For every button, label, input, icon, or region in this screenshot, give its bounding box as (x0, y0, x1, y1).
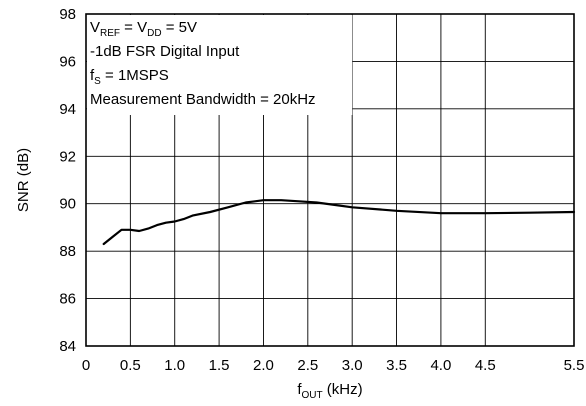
annotation-background (87, 15, 353, 115)
y-tick-label-3: 90 (59, 196, 76, 213)
annotation-part: -1dB FSR Digital Input (90, 43, 240, 60)
x-tick-label-6: 3.0 (342, 357, 363, 374)
x-tick-label-5: 2.5 (297, 357, 318, 374)
x-tick-label-1: 0.5 (120, 357, 141, 374)
annotation-part: = 1MSPS (101, 67, 169, 84)
annotation-part: V (90, 19, 100, 36)
x-axis-label-subscript: OUT (302, 390, 323, 401)
annotation-box: VREF = VDD = 5V -1dB FSR Digital Input fS … (87, 15, 353, 115)
y-tick-label-2: 88 (59, 243, 76, 260)
x-axis-label: fOUT (kHz) (297, 381, 362, 401)
x-tick-labels: 0 0.5 1.0 1.5 2.0 2.5 3.0 3.5 4.0 4.5 5.5 (82, 357, 585, 374)
annotation-part: = V (120, 19, 147, 36)
x-axis-label-unit: (kHz) (323, 381, 363, 398)
annotation-part: f (90, 67, 95, 84)
annotation-line-2: -1dB FSR Digital Input (90, 43, 240, 60)
y-tick-label-7: 98 (59, 6, 76, 23)
annotation-part: DD (147, 28, 161, 39)
y-axis-label: SNR (dB) (15, 148, 32, 212)
x-tick-label-8: 4.0 (430, 357, 451, 374)
y-tick-label-4: 92 (59, 148, 76, 165)
x-tick-label-10: 5.5 (564, 357, 585, 374)
y-tick-label-1: 86 (59, 291, 76, 308)
y-tick-label-5: 94 (59, 101, 76, 118)
x-tick-label-4: 2.0 (253, 357, 274, 374)
x-tick-label-0: 0 (82, 357, 90, 374)
x-tick-label-3: 1.5 (209, 357, 230, 374)
x-axis-label-main: f (297, 381, 302, 398)
annotation-part: Measurement Bandwidth = 20kHz (90, 91, 316, 108)
annotation-line-3: fS = 1MSPS (90, 67, 169, 87)
y-tick-label-0: 84 (59, 338, 76, 355)
x-tick-label-9: 4.5 (475, 357, 496, 374)
data-series (102, 199, 576, 246)
y-tick-label-6: 96 (59, 53, 76, 70)
annotation-part: REF (100, 28, 120, 39)
annotation-part: S (94, 76, 101, 87)
plot-frame (85, 13, 575, 347)
annotation-part: = 5V (162, 19, 197, 36)
annotation-line-1: VREF = VDD = 5V (90, 19, 197, 39)
x-tick-label-2: 1.0 (164, 357, 185, 374)
annotation-line-4: Measurement Bandwidth = 20kHz (90, 91, 316, 108)
y-tick-labels: 84 86 88 90 92 94 96 98 (59, 6, 76, 355)
x-tick-label-7: 3.5 (386, 357, 407, 374)
series-line-0 (102, 199, 576, 246)
